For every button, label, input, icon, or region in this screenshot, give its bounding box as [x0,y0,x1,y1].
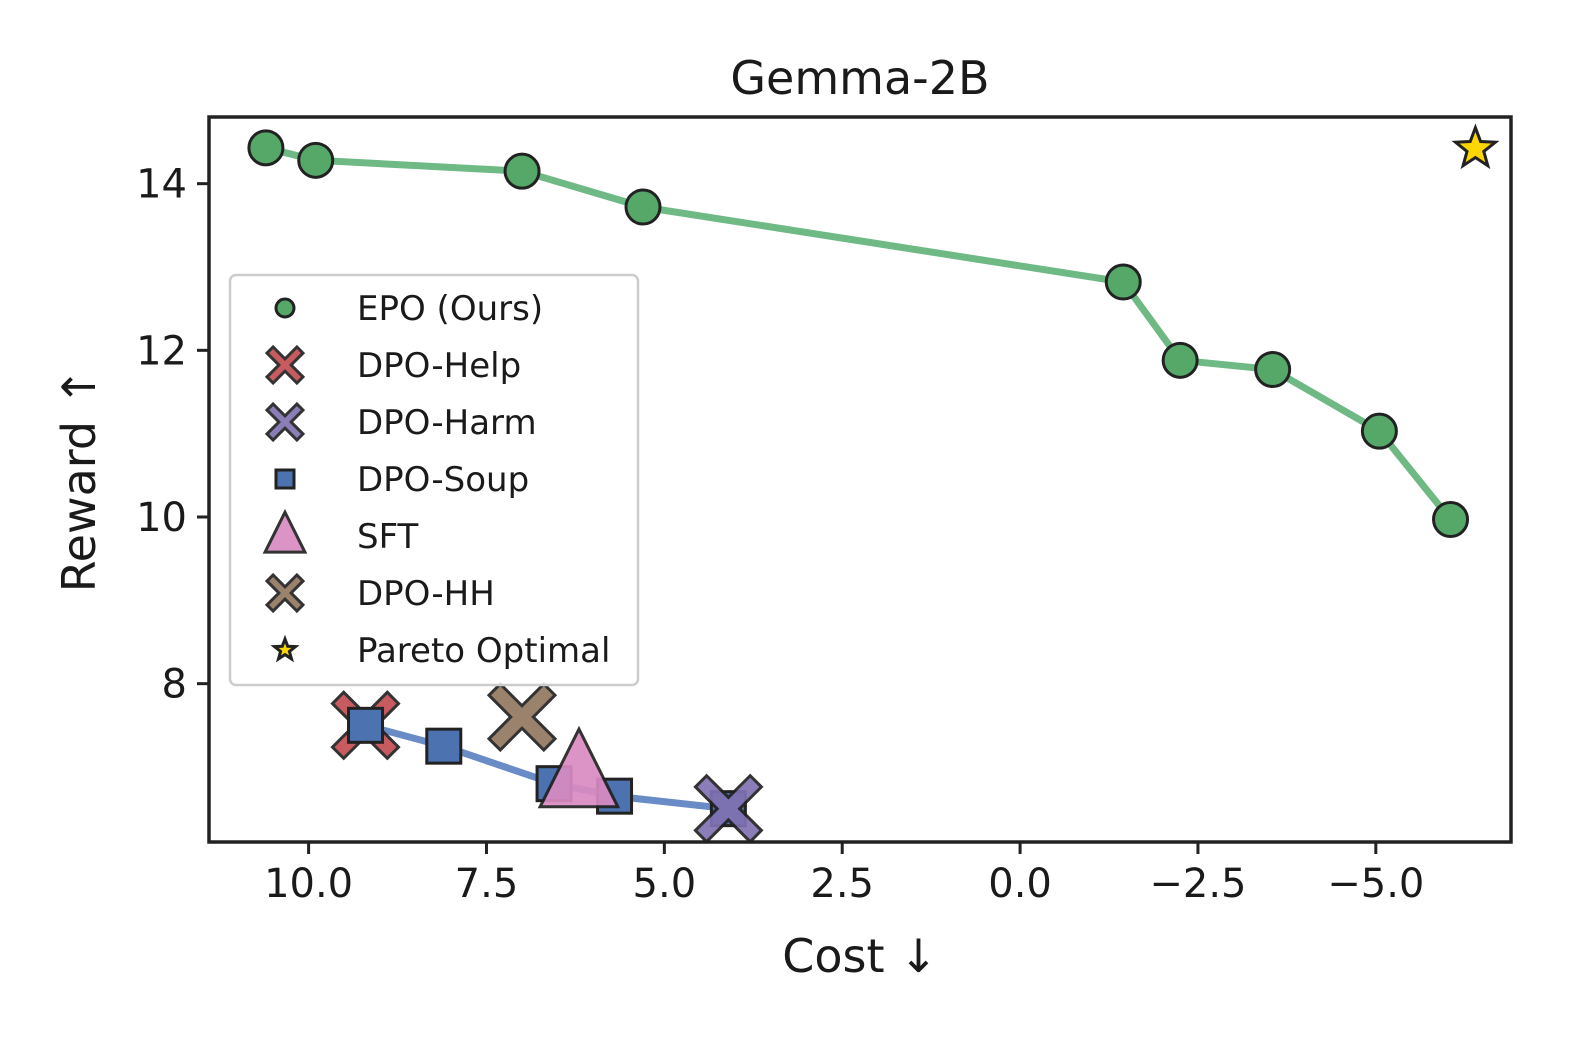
x-tick-label: −2.5 [1149,861,1246,907]
sft-point [537,725,621,809]
legend-label: SFT [357,517,419,557]
y-axis-label: Reward ↑ [52,368,106,592]
x-tick-label: 10.0 [264,861,353,907]
legend-label: DPO-Help [357,346,521,386]
legend-label: DPO-Soup [357,460,529,500]
epo-ours-point [1104,263,1142,301]
epo-ours-point [1360,412,1398,450]
x-tick-label: 0.0 [988,861,1052,907]
legend: EPO (Ours) DPO-Help DPO-Harm DPO-Soup SFT DPO… [228,273,640,687]
dpo-soup-point [347,706,385,744]
epo-ours-point [247,129,285,167]
legend-marker-sft [262,508,308,554]
x-axis-label: Cost ↓ [782,929,937,983]
dpo-hh-point [486,681,558,753]
plot-frame [207,115,1513,844]
legend-marker-dpo-soup [274,468,296,490]
x-tick-label: 7.5 [455,861,519,907]
legend-label: DPO-HH [357,574,495,614]
y-tick-label: 8 [162,662,187,708]
axis-ticks: 10.0 7.5 5.0 2.5 0.0 −2.5 −5.0 8 10 12 14 [136,162,1424,907]
legend-marker-dpo-help [264,344,306,386]
dpo-harm-point [693,773,764,844]
epo-ours-point [503,152,541,190]
legend-label: Pareto Optimal [357,631,610,671]
epo-ours-point [1161,341,1199,379]
legend-box [228,273,640,687]
y-tick-label: 14 [136,162,187,208]
epo-ours-point [1432,501,1470,538]
epo-ours-point [297,141,335,179]
chart-title: Gemma-2B [730,51,989,105]
legend-marker-dpo-harm [264,401,306,443]
epo-ours-point [1254,351,1292,388]
legend-marker-epo-ours [274,297,296,319]
x-tick-label: −5.0 [1327,861,1424,907]
x-tick-label: 2.5 [810,861,874,907]
epo-ours-point [624,188,662,226]
pareto-optimal-point [1451,123,1500,170]
y-tick-label: 10 [136,495,187,541]
dpo-soup-point [425,727,463,765]
legend-label: DPO-Harm [357,403,537,443]
x-tick-label: 5.0 [633,861,697,907]
plot-area [247,123,1500,844]
legend-marker-dpo-hh [264,572,306,614]
y-tick-label: 12 [136,328,187,374]
legend-marker-pareto-optimal [270,634,300,663]
legend-label: EPO (Ours) [357,289,543,329]
